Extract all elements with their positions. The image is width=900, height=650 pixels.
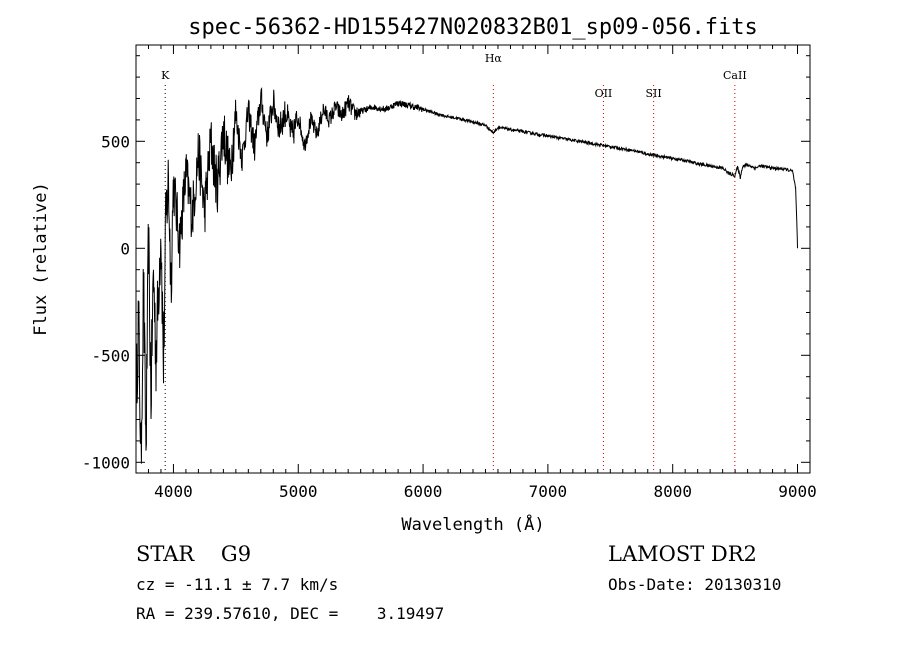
line-markers: K Hα OII SII CaII — [161, 52, 747, 473]
axis-ticks: 4000 5000 6000 7000 8000 9000 -1000 -500 0 500 — [82, 45, 817, 501]
x-tick-label: 5000 — [279, 482, 318, 501]
spectrum-line — [135, 87, 798, 464]
x-axis-label: Wavelength (Å) — [401, 513, 544, 535]
x-tick-label: 8000 — [653, 482, 692, 501]
x-tick-label: 9000 — [778, 482, 817, 501]
marker-label: K — [161, 69, 170, 82]
y-tick-label: -1000 — [82, 453, 130, 472]
y-tick-label: 0 — [120, 239, 130, 258]
y-tick-label: -500 — [91, 346, 130, 365]
x-tick-label: 4000 — [154, 482, 193, 501]
y-tick-label: 500 — [101, 132, 130, 151]
obs-date-text: Obs-Date: 20130310 — [608, 575, 782, 594]
x-tick-label: 6000 — [404, 482, 443, 501]
marker-label: CaII — [723, 69, 747, 82]
chart-title: spec-56362-HD155427N020832B01_sp09-056.f… — [188, 15, 758, 40]
marker-label: OII — [595, 87, 613, 100]
marker-label: SII — [645, 87, 661, 100]
x-tick-label: 7000 — [529, 482, 568, 501]
velocity-text: cz = -11.1 ± 7.7 km/s — [136, 575, 339, 594]
coordinates-text: RA = 239.57610, DEC = 3.19497 — [136, 604, 445, 623]
object-type: STAR G9 — [136, 542, 252, 566]
plot-frame — [135, 44, 811, 474]
survey-name: LAMOST DR2 — [608, 542, 757, 566]
y-axis-label: Flux (relative) — [31, 182, 51, 336]
marker-label: Hα — [485, 52, 503, 65]
